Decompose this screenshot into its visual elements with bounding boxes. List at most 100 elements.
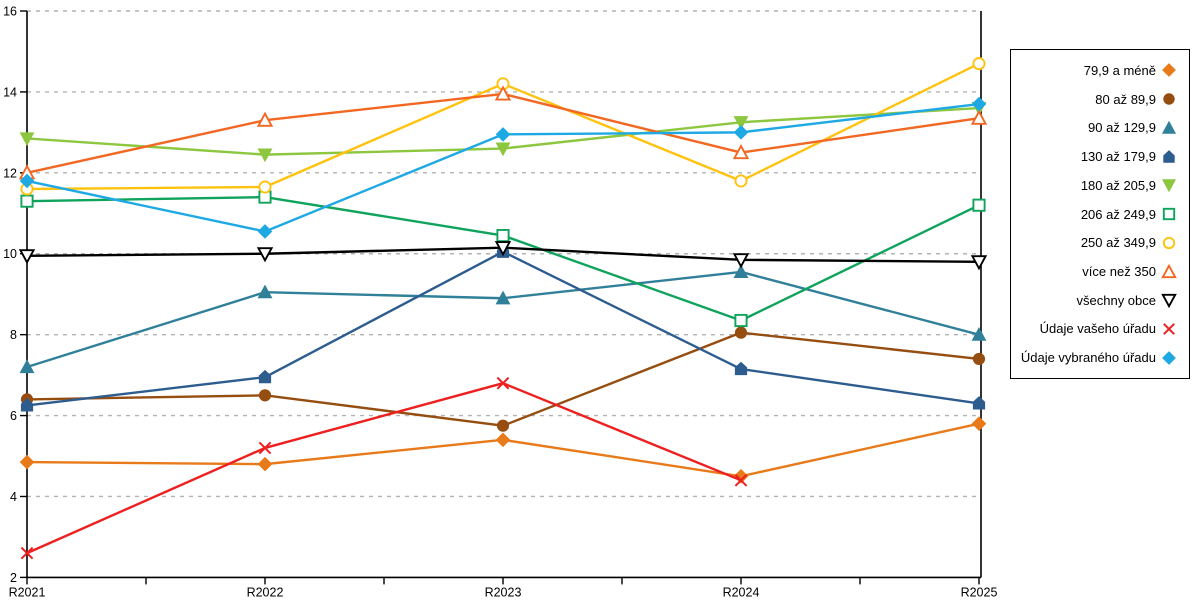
legend-item: 90 až 129,9 [1019,113,1177,142]
diamond-marker-icon [257,224,273,239]
circle-marker-icon [496,419,510,432]
legend-item-label: Údaje vašeho úřadu [1039,321,1156,337]
open-square-marker-icon [1162,207,1176,221]
series-line [26,382,742,555]
legend-marker [1161,294,1177,309]
diamond-marker-icon [19,454,35,470]
open-square-marker-icon [972,198,986,212]
x-axis-tick-label: R2022 [247,585,284,599]
open-square-marker-icon [734,313,748,328]
open-triangle-down-marker-icon [18,249,36,265]
diamond-marker-icon [971,96,987,112]
legend-marker [1161,120,1177,134]
legend-item: 80 až 89,9 [1019,85,1177,114]
diamond-marker-icon [1162,63,1176,78]
legend-item-label: všechny obce [1076,292,1157,308]
y-axis-tick-label: 4 [10,490,17,504]
legend-item: 180 až 205,9 [1019,171,1177,200]
open-triangle-up-marker-icon [970,109,988,125]
legend-marker [1161,179,1177,193]
legend-item: více než 350 [1019,257,1177,286]
circle-marker-icon [734,326,748,339]
y-axis-tick-label: 6 [10,409,17,423]
legend-marker [1162,350,1176,365]
open-triangle-up-marker-icon [494,85,512,101]
triangle-up-marker-icon [1161,120,1177,134]
legend-item-label: 90 až 129,9 [1088,120,1156,136]
triangle-up-marker-icon [19,359,35,374]
open-triangle-down-marker-icon [970,255,988,271]
diamond-marker-icon [495,127,511,142]
triangle-down-marker-icon [733,116,749,130]
triangle-up-marker-icon [733,264,749,279]
circle-marker-icon [1163,93,1175,105]
legend-item-label: 80 až 89,9 [1095,91,1156,107]
x-axis-tick-label: R2025 [961,585,998,599]
open-triangle-up-marker-icon [256,111,274,127]
chart-legend: 79,9 a méně 80 až 89,9 90 až 129,9 130 až 1… [1010,49,1190,379]
triangle-down-marker-icon [257,148,273,163]
diamond-marker-icon [971,416,987,431]
x-axis-tick-label: R2021 [9,585,46,599]
series-line [26,331,980,427]
x-axis-tick-label: R2024 [723,585,760,599]
triangle-down-marker-icon [1161,179,1177,193]
open-triangle-down-marker-icon [732,253,750,269]
legend-marker [1163,149,1175,163]
legend-marker [1162,63,1176,78]
legend-item: Údaje vybraného úřadu [1019,343,1177,372]
legend-item: 79,9 a méně [1019,56,1177,85]
diamond-marker-icon [19,173,35,189]
pentagon-marker-icon [20,398,34,412]
y-axis-tick-label: 10 [3,247,17,261]
y-axis-tick-label: 2 [10,571,17,585]
legend-item-label: 250 až 349,9 [1080,235,1156,251]
legend-item-label: 180 až 205,9 [1080,177,1156,193]
diamond-marker-icon [733,125,749,140]
legend-marker [1161,263,1177,278]
pentagon-marker-icon [734,361,748,376]
legend-marker [1163,93,1175,105]
legend-item: 250 až 349,9 [1019,228,1177,257]
series-line [26,102,980,233]
triangle-down-marker-icon [19,132,35,147]
diamond-marker-icon [257,456,273,472]
pentagon-marker-icon [258,369,272,384]
legend-item-label: více než 350 [1082,264,1156,279]
open-triangle-down-marker-icon [1161,294,1177,309]
legend-item: všechny obce [1019,286,1177,315]
open-circle-marker-icon [258,180,272,194]
open-square-marker-icon [496,228,510,243]
x-marker-icon [734,473,748,487]
legend-item-label: 79,9 a méně [1083,62,1156,78]
triangle-down-marker-icon [495,142,511,157]
y-axis-tick-label: 16 [3,5,17,19]
open-circle-marker-icon [734,174,748,188]
triangle-up-marker-icon [495,290,511,305]
y-axis-tick-label: 12 [3,166,17,180]
legend-item: 206 až 249,9 [1019,200,1177,229]
x-marker-icon [20,546,34,560]
circle-marker-icon [258,389,272,402]
series-line [26,270,980,369]
legend-marker [1162,207,1176,221]
legend-item-label: 206 až 249,9 [1080,206,1156,222]
open-triangle-down-marker-icon [256,247,274,263]
y-axis-tick-label: 14 [3,85,17,99]
legend-marker [1163,323,1175,335]
circle-marker-icon [972,352,986,366]
legend-item: Údaje vašeho úřadu [1019,315,1177,344]
open-square-marker-icon [20,194,34,208]
legend-item-label: Údaje vybraného úřadu [1020,350,1156,366]
y-axis-tick-label: 8 [10,328,17,342]
open-triangle-up-marker-icon [732,144,750,160]
triangle-up-marker-icon [971,327,987,341]
legend-item: 130 až 179,9 [1019,142,1177,171]
open-circle-marker-icon [972,57,986,71]
x-marker-icon [496,376,510,390]
pentagon-marker-icon [972,396,986,410]
open-triangle-up-marker-icon [1161,263,1177,278]
open-triangle-down-marker-icon [494,241,512,257]
open-circle-marker-icon [1162,236,1176,249]
